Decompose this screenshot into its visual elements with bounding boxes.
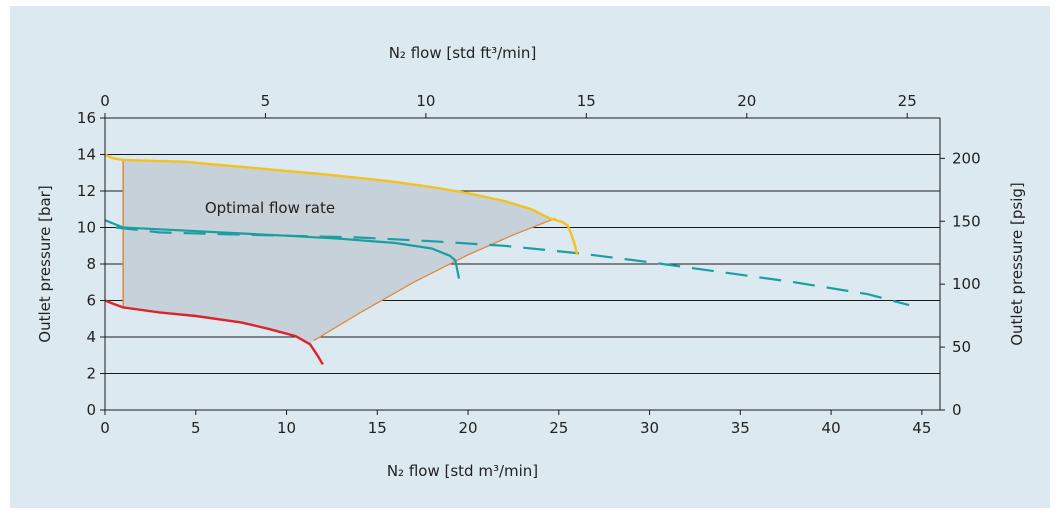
x-bottom-tick-0: 0 (100, 419, 110, 437)
y-left-tick-14: 14 (77, 146, 96, 164)
axes (100, 113, 945, 415)
y-left-tick-4: 4 (86, 328, 96, 346)
x-bottom-tick-25: 25 (549, 419, 568, 437)
x-bottom-tick-10: 10 (277, 419, 296, 437)
x-top-tick-10: 10 (416, 92, 435, 110)
x-bottom-tick-35: 35 (731, 419, 750, 437)
optimal-flow-rate-label: Optimal flow rate (205, 199, 335, 217)
x-bottom-tick-5: 5 (191, 419, 201, 437)
y-left-tick-8: 8 (86, 255, 96, 273)
x-bottom-tick-40: 40 (822, 419, 841, 437)
x-top-tick-20: 20 (737, 92, 756, 110)
x-top-tick-5: 5 (261, 92, 271, 110)
pressure-flow-chart: 0 5 10 15 20 25 30 35 40 45 0 5 10 15 20 25 0 2 4 6 8 10 12 1… (36, 44, 1026, 480)
x-bottom-tick-labels: 0 5 10 15 20 25 30 35 40 45 (100, 419, 931, 437)
series-layer (104, 153, 910, 366)
teal-solid-series (104, 219, 461, 279)
x-top-tick-25: 25 (898, 92, 917, 110)
chart-panel: 0 5 10 15 20 25 30 35 40 45 0 5 10 15 20 25 0 2 4 6 8 10 12 1… (10, 6, 1050, 508)
x-top-tick-0: 0 (100, 92, 110, 110)
orange-diagonal-boundary (313, 217, 556, 342)
y-right-tick-150: 150 (952, 212, 981, 230)
x-bottom-axis-label: N₂ flow [std m³/min] (387, 462, 538, 480)
x-bottom-tick-45: 45 (912, 419, 931, 437)
x-bottom-tick-15: 15 (368, 419, 387, 437)
x-bottom-tick-30: 30 (640, 419, 659, 437)
y-left-tick-10: 10 (77, 219, 96, 237)
y-left-tick-12: 12 (77, 182, 96, 200)
y-right-tick-200: 200 (952, 149, 981, 167)
x-top-tick-labels: 0 5 10 15 20 25 (100, 92, 917, 110)
x-top-tick-15: 15 (577, 92, 596, 110)
y-left-tick-2: 2 (86, 365, 96, 383)
yellow-series (104, 153, 579, 256)
y-left-axis-label: Outlet pressure [bar] (36, 185, 54, 342)
y-right-tick-50: 50 (952, 338, 971, 356)
teal-dashed-series (115, 226, 910, 307)
x-top-axis-label: N₂ flow [std ft³/min] (389, 44, 537, 62)
optimal-flow-region (123, 160, 556, 345)
y-left-tick-6: 6 (86, 292, 96, 310)
red-series (104, 299, 324, 366)
y-left-tick-0: 0 (86, 401, 96, 419)
y-left-tick-labels: 0 2 4 6 8 10 12 14 16 (77, 109, 96, 419)
y-left-tick-16: 16 (77, 109, 96, 127)
y-right-tick-labels: 0 50 100 150 200 (952, 149, 981, 419)
x-bottom-tick-20: 20 (458, 419, 477, 437)
y-right-axis-label: Outlet pressure [psig] (1008, 182, 1026, 346)
y-right-tick-100: 100 (952, 275, 981, 293)
y-right-tick-0: 0 (952, 401, 962, 419)
